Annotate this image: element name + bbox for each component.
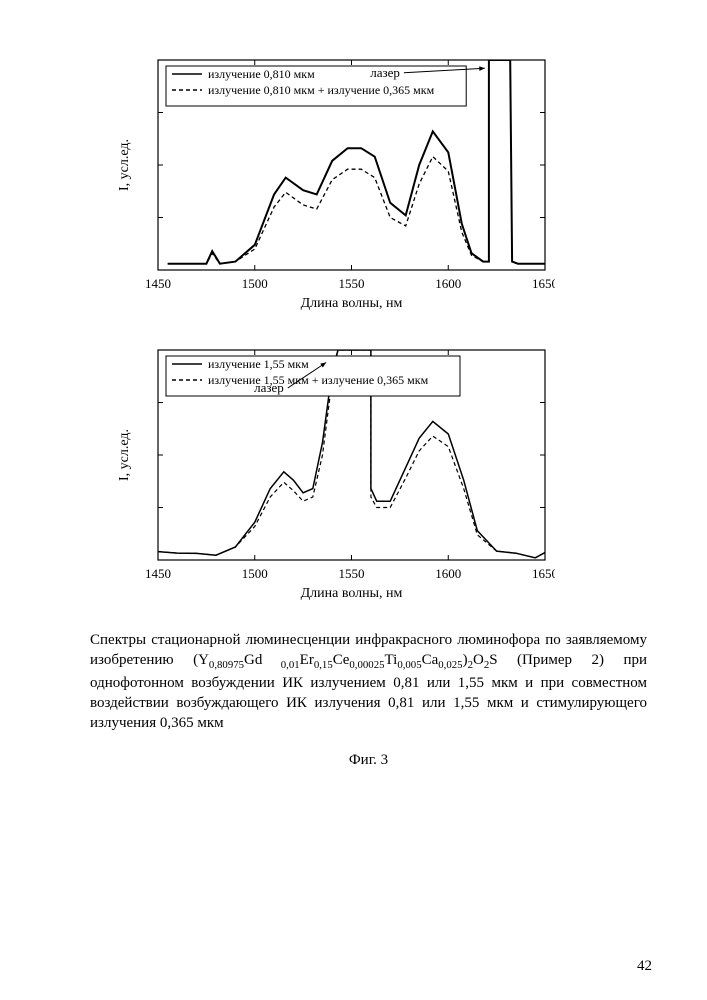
svg-text:1650: 1650 — [532, 276, 555, 291]
svg-text:Длина волны, нм: Длина волны, нм — [301, 586, 403, 601]
svg-text:излучение 1,55 мкм: излучение 1,55 мкм — [208, 357, 309, 371]
svg-text:1500: 1500 — [242, 276, 268, 291]
svg-text:1450: 1450 — [145, 566, 171, 581]
chart-2-svg: 1450 1500 1550 1600 1650 Длина волны, нм I, ус… — [110, 340, 555, 605]
chart-1: 1450 1500 1550 1600 1650 Длина волны, нм I, ус… — [110, 50, 647, 315]
figure-label: Фиг. 3 — [90, 752, 647, 769]
svg-text:излучение 1,55 мкм + излучение: излучение 1,55 мкм + излучение 0,365 мкм — [208, 373, 429, 387]
page-number: 42 — [637, 958, 652, 975]
svg-text:Длина волны, нм: Длина волны, нм — [301, 296, 403, 311]
caption-formula: 0,80975Gd 0,01Er0,15Ce0,00025Ti0,005Ca0,… — [209, 652, 498, 668]
svg-text:излучение 0,810 мкм: излучение 0,810 мкм — [208, 67, 315, 81]
figure-caption: Спектры стационарной люминесценции инфра… — [90, 630, 647, 734]
svg-text:лазер: лазер — [370, 65, 400, 80]
svg-text:1550: 1550 — [339, 566, 365, 581]
svg-text:1450: 1450 — [145, 276, 171, 291]
svg-text:1650: 1650 — [532, 566, 555, 581]
svg-text:1600: 1600 — [435, 566, 461, 581]
svg-text:1600: 1600 — [435, 276, 461, 291]
svg-text:I, усл.ед.: I, усл.ед. — [117, 139, 132, 191]
svg-text:I, усл.ед.: I, усл.ед. — [117, 429, 132, 481]
svg-text:1500: 1500 — [242, 566, 268, 581]
chart-2: 1450 1500 1550 1600 1650 Длина волны, нм I, ус… — [110, 340, 647, 605]
svg-text:1550: 1550 — [339, 276, 365, 291]
chart-1-svg: 1450 1500 1550 1600 1650 Длина волны, нм I, ус… — [110, 50, 555, 315]
svg-text:излучение 0,810 мкм + излучени: излучение 0,810 мкм + излучение 0,365 мк… — [208, 83, 435, 97]
svg-text:лазер: лазер — [254, 380, 284, 395]
